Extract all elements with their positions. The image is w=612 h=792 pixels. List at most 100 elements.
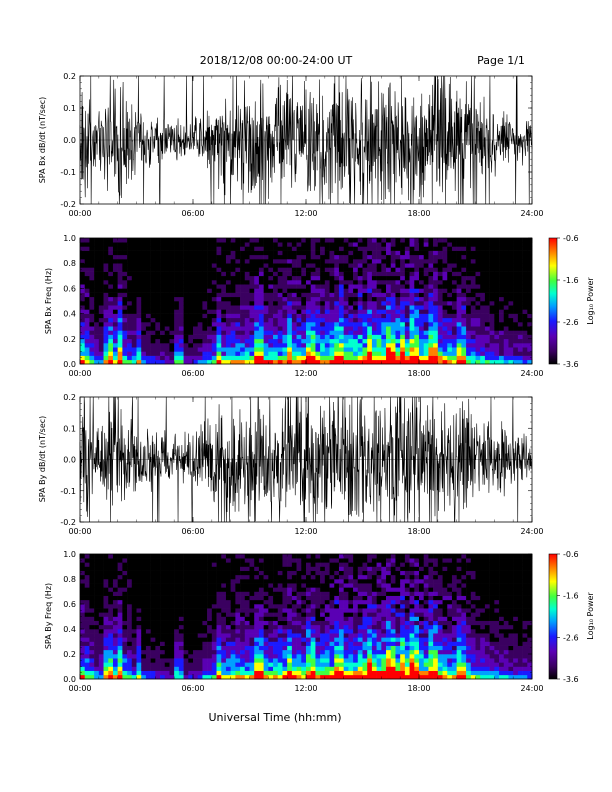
heatmap-cell bbox=[451, 238, 457, 243]
heatmap-cell bbox=[145, 641, 151, 646]
heatmap-cell bbox=[400, 263, 406, 268]
heatmap-cell bbox=[329, 604, 335, 609]
heatmap-cell bbox=[178, 250, 184, 256]
heatmap-cell bbox=[112, 334, 118, 340]
heatmap-cell bbox=[136, 355, 142, 361]
heatmap-cell bbox=[414, 347, 420, 352]
heatmap-cell bbox=[94, 334, 100, 340]
heatmap-cell bbox=[437, 254, 443, 260]
heatmap-cell bbox=[329, 641, 335, 646]
heatmap-cell bbox=[225, 658, 231, 663]
heatmap-cell bbox=[84, 595, 90, 601]
heatmap-cell bbox=[315, 359, 321, 365]
heatmap-cell bbox=[98, 322, 104, 327]
heatmap-cell bbox=[136, 674, 142, 680]
heatmap-cell bbox=[338, 250, 344, 256]
heatmap-cell bbox=[141, 288, 147, 293]
heatmap-cell bbox=[235, 259, 241, 264]
heatmap-cell bbox=[320, 599, 326, 605]
heatmap-cell bbox=[225, 267, 231, 272]
heatmap-cell bbox=[329, 301, 335, 306]
heatmap-cell bbox=[451, 317, 457, 323]
heatmap-cell bbox=[371, 296, 377, 302]
heatmap-cell bbox=[348, 347, 354, 352]
heatmap-cell bbox=[494, 351, 500, 356]
heatmap-cell bbox=[244, 624, 250, 630]
heatmap-cell bbox=[103, 313, 109, 319]
heatmap-cell bbox=[188, 624, 194, 630]
heatmap-cell bbox=[503, 355, 509, 361]
heatmap-cell bbox=[235, 591, 241, 596]
heatmap-cell bbox=[324, 305, 330, 310]
heatmap-cell bbox=[273, 595, 279, 601]
heatmap-cell bbox=[367, 343, 373, 348]
heatmap-cell bbox=[94, 574, 100, 580]
heatmap-cell bbox=[150, 599, 156, 605]
heatmap-cell bbox=[160, 583, 166, 588]
heatmap-cell bbox=[263, 666, 269, 671]
heatmap-cell bbox=[475, 355, 481, 361]
heatmap-cell bbox=[197, 280, 203, 285]
heatmap-cell bbox=[174, 275, 180, 281]
heatmap-cell bbox=[461, 313, 467, 319]
heatmap-cell bbox=[84, 334, 90, 340]
heatmap-cell bbox=[320, 288, 326, 293]
heatmap-cell bbox=[136, 620, 142, 626]
heatmap-cell bbox=[376, 301, 382, 306]
heatmap-cell bbox=[188, 562, 194, 567]
heatmap-cell bbox=[183, 649, 189, 655]
heatmap-cell bbox=[155, 641, 161, 646]
y-tick-label: -0.2 bbox=[60, 518, 76, 527]
heatmap-cell bbox=[334, 330, 340, 335]
heatmap-cell bbox=[127, 254, 133, 260]
heatmap-cell bbox=[249, 558, 255, 563]
heatmap-cell bbox=[145, 351, 151, 356]
heatmap-cell bbox=[371, 334, 377, 340]
heatmap-cell bbox=[235, 284, 241, 289]
heatmap-cell bbox=[249, 629, 255, 634]
heatmap-cell bbox=[221, 570, 227, 576]
heatmap-cell bbox=[277, 629, 283, 634]
heatmap-cell bbox=[122, 654, 128, 659]
heatmap-cell bbox=[357, 326, 363, 331]
heatmap-cell bbox=[423, 355, 429, 361]
heatmap-cell bbox=[499, 334, 505, 340]
heatmap-cell bbox=[371, 284, 377, 289]
y-tick-label: 0.0 bbox=[63, 360, 76, 369]
heatmap-cell bbox=[160, 591, 166, 596]
heatmap-cell bbox=[160, 309, 166, 314]
heatmap-cell bbox=[367, 355, 373, 361]
heatmap-cell bbox=[291, 574, 297, 580]
heatmap-cell bbox=[320, 570, 326, 576]
heatmap-cell bbox=[353, 250, 359, 256]
heatmap-cell bbox=[320, 666, 326, 671]
heatmap-cell bbox=[84, 330, 90, 335]
heatmap-cell bbox=[357, 284, 363, 289]
heatmap-cell bbox=[112, 624, 118, 630]
heatmap-cell bbox=[145, 288, 151, 293]
heatmap-cell bbox=[155, 574, 161, 580]
heatmap-cell bbox=[197, 608, 203, 613]
heatmap-cell bbox=[225, 334, 231, 340]
heatmap-cell bbox=[131, 599, 137, 605]
heatmap-cell bbox=[329, 654, 335, 659]
heatmap-cell bbox=[343, 338, 349, 344]
heatmap-cell bbox=[315, 292, 321, 298]
heatmap-cell bbox=[258, 263, 264, 268]
heatmap-cell bbox=[466, 317, 472, 323]
heatmap-cell bbox=[211, 326, 217, 331]
heatmap-cell bbox=[263, 263, 269, 268]
heatmap-cell bbox=[84, 608, 90, 613]
heatmap-cell bbox=[499, 305, 505, 310]
heatmap-cell bbox=[277, 259, 283, 264]
heatmap-cell bbox=[117, 558, 123, 563]
heatmap-cell bbox=[127, 583, 133, 588]
heatmap-cell bbox=[357, 309, 363, 314]
heatmap-cell bbox=[178, 275, 184, 281]
heatmap-cell bbox=[282, 250, 288, 256]
heatmap-cell bbox=[216, 259, 222, 264]
heatmap-cell bbox=[334, 301, 340, 306]
heatmap-cell bbox=[145, 296, 151, 302]
heatmap-cell bbox=[433, 338, 439, 344]
heatmap-cell bbox=[315, 658, 321, 663]
